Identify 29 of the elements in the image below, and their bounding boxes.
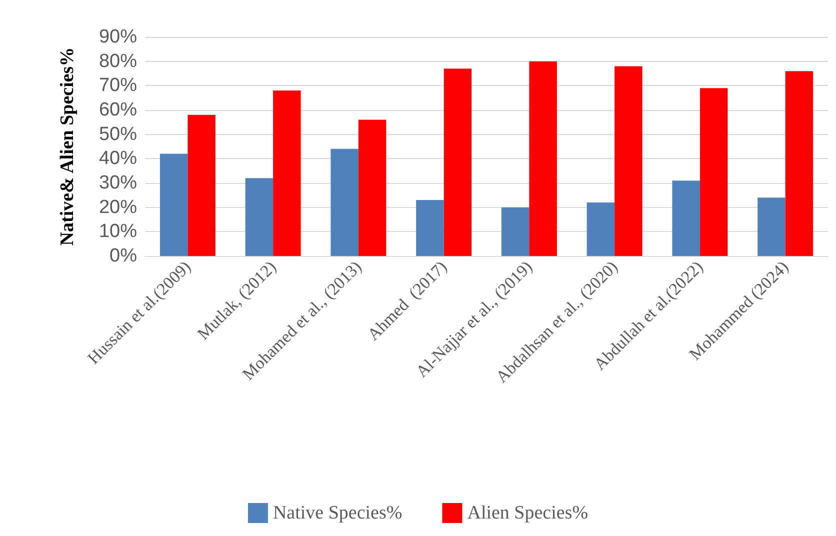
- y-tick-label: 30%: [98, 172, 138, 194]
- legend-label: Alien Species%: [467, 502, 588, 524]
- y-tick-label: 80%: [98, 50, 138, 72]
- bar: [586, 202, 615, 256]
- bar: [444, 68, 472, 256]
- bar: [758, 198, 786, 256]
- y-tick-label: 90%: [98, 26, 138, 48]
- bar: [501, 207, 530, 256]
- y-tick-label: 70%: [98, 75, 138, 96]
- bar: [245, 178, 274, 256]
- bar: [330, 148, 358, 256]
- bar: [416, 200, 444, 256]
- bar: [700, 88, 728, 256]
- y-tick-label: 40%: [98, 148, 138, 170]
- y-tick-label: 20%: [98, 196, 138, 218]
- legend-label: Native Species%: [272, 502, 402, 524]
- y-tick-label: 50%: [98, 124, 138, 145]
- y-tick-label: 0%: [110, 246, 138, 266]
- bar: [672, 180, 700, 256]
- y-axis-title: Native& Alien Species%: [57, 47, 78, 246]
- bar: [614, 66, 642, 256]
- y-tick-label: 60%: [98, 100, 138, 120]
- bar: [358, 120, 386, 256]
- bar: [529, 61, 557, 256]
- y-tick-label: 10%: [98, 221, 138, 242]
- bar: [188, 114, 216, 256]
- bar: [273, 90, 301, 256]
- bar: [160, 154, 188, 256]
- bar: [785, 71, 814, 256]
